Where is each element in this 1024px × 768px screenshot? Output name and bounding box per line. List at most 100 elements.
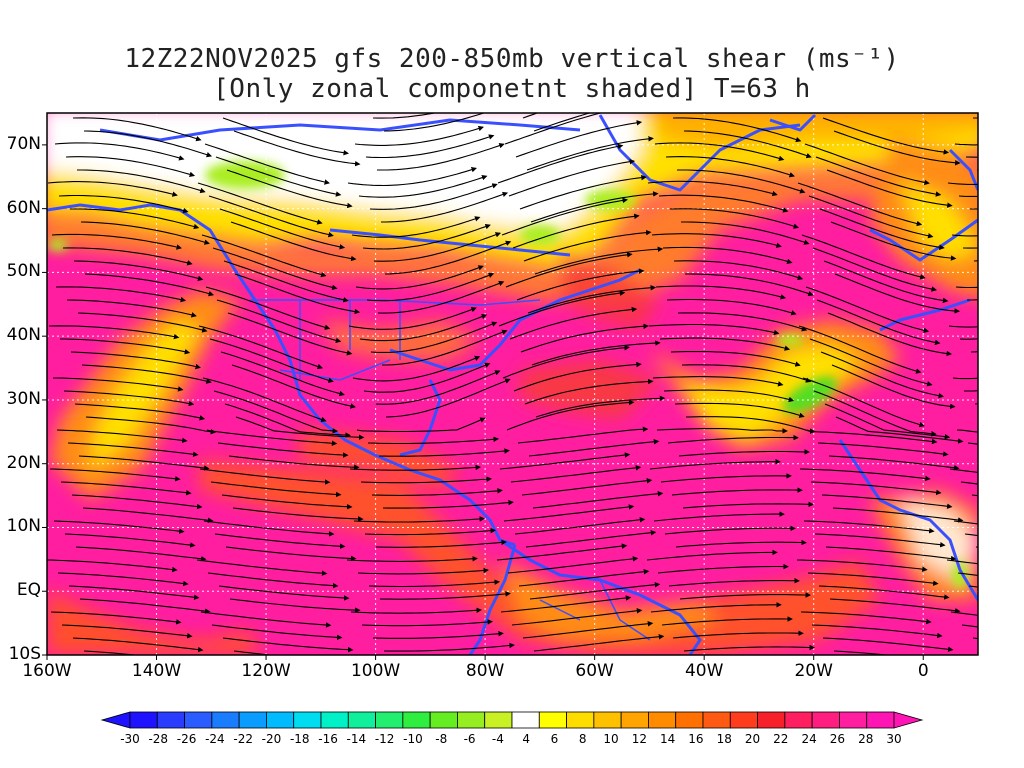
colorbar-label: -14 [346,732,367,746]
plot-frame [46,112,979,656]
streamline [66,299,197,318]
colorbar-arrow-high [893,711,924,729]
streamline [356,417,486,433]
streamline [659,337,791,351]
streamline [664,525,796,535]
streamline [80,221,210,245]
y-tick-label: 40N [6,325,41,346]
streamline [196,559,328,576]
streamline [818,585,950,600]
streamline [517,426,649,444]
streamline [528,439,660,457]
streamline [512,213,640,249]
streamline [675,539,807,548]
streamline [499,452,631,470]
colorbar-box [156,711,185,729]
streamline [47,181,178,197]
streamline [810,481,942,496]
streamline [212,247,338,291]
streamline [685,273,814,297]
colorbar-label: -8 [435,732,448,746]
streamline [815,156,942,197]
colorbar-label: -20 [261,732,282,746]
streamline [198,325,324,370]
streamline [801,234,926,280]
streamline [658,194,789,213]
colorbar-box [511,711,540,729]
streamline [821,494,953,509]
streamline [510,465,642,483]
streamline [822,117,950,155]
streamline [826,169,953,208]
streamline [51,233,182,250]
x-tick-label: 20W [794,661,833,681]
y-tick-label: 10S [8,644,41,664]
streamline [349,464,481,471]
streamline [683,644,815,652]
colorbar-box [729,711,758,729]
streamline [382,499,514,509]
streamline [672,630,804,639]
colorbar-box [866,711,895,729]
colorbar-label: -16 [318,732,338,746]
streamline [647,180,778,197]
x-tick-label: 80W [465,661,505,681]
colorbar-label: -26 [176,732,197,746]
streamline [373,232,502,262]
streamline [72,637,204,653]
colorbar-label: -4 [491,732,504,746]
y-tick-label: 30N [6,388,41,409]
streamline [233,130,361,167]
streamline [372,113,437,119]
streamline [667,434,799,444]
streamline [833,650,893,655]
streamline [231,364,356,409]
streamline [525,529,657,548]
streamline [654,142,785,162]
streamline [809,338,933,387]
streamline [507,556,639,574]
streamline [209,338,334,383]
streamline [524,378,654,405]
streamline [368,579,500,588]
streamline [946,559,978,565]
streamline [224,403,351,438]
streamline [808,195,934,239]
streamline [200,611,332,628]
streamline [374,370,501,405]
streamline [82,507,214,523]
streamline [655,285,787,300]
colorbar-label: -30 [120,732,140,746]
streamline [663,389,795,403]
streamline [506,399,635,431]
streamline [804,143,930,186]
streamline [807,572,939,586]
streamline [79,598,211,614]
streamline [527,285,657,314]
y-tick-label: EQ [16,580,41,601]
colorbar-box [566,711,595,729]
streamline [498,290,626,327]
streamline [73,260,204,282]
streamline [671,487,803,496]
streamline [75,546,207,562]
streamline [514,517,646,535]
streamline [361,619,493,627]
streamline [230,221,357,262]
streamline [672,117,802,143]
streamline [220,351,345,397]
streamline [55,286,187,303]
streamline [202,377,327,422]
streamline [215,156,342,197]
colorbar-label: 22 [773,732,789,746]
colorbar-label: -6 [463,732,476,746]
colorbar-label: 10 [603,732,619,746]
streamline [522,620,654,639]
streamline [84,273,215,297]
streamline [513,361,642,392]
colorbar-label: -18 [289,732,310,746]
streamline [74,403,206,421]
colorbar-label: 18 [716,732,732,746]
streamline [357,567,489,575]
streamline [53,377,184,392]
